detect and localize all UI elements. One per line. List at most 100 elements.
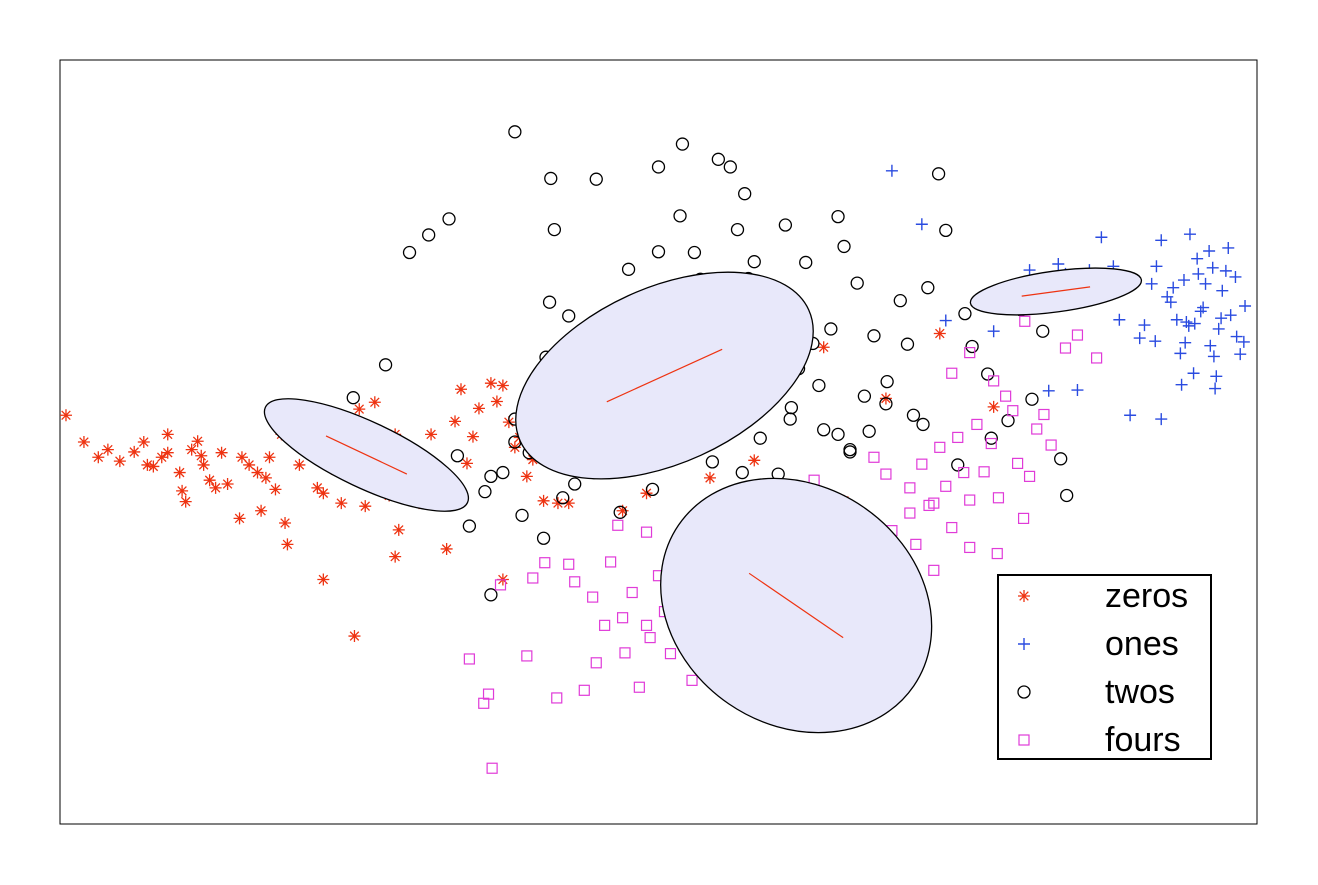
point-fours-76-shape (1007, 405, 1019, 417)
point-zeros-101 (562, 497, 575, 510)
point-zeros-92-shape (933, 327, 946, 340)
point-ones-55-shape (1177, 274, 1190, 287)
point-twos-70 (867, 329, 881, 343)
point-twos-99-shape (675, 137, 690, 151)
point-twos-30-shape (621, 262, 636, 276)
point-twos-9 (496, 465, 510, 480)
point-fours-2-shape (482, 688, 495, 700)
point-zeros-10 (173, 466, 186, 479)
point-zeros-85 (703, 471, 716, 484)
point-twos-11 (515, 508, 529, 522)
point-ones-36-shape (1239, 300, 1252, 313)
point-ones-38-shape (1191, 252, 1204, 265)
point-fours-7-shape (539, 557, 551, 569)
point-zeros-94-shape (77, 436, 90, 448)
point-zeros-14-shape (191, 435, 204, 448)
point-zeros-91-shape (879, 392, 892, 405)
point-ones-50 (1138, 319, 1151, 332)
point-twos-95-shape (735, 465, 749, 480)
point-twos-28 (613, 505, 627, 519)
point-ones-42 (1210, 370, 1223, 383)
point-zeros-69 (520, 470, 533, 483)
point-fours-95 (616, 612, 629, 624)
point-ones-36 (1239, 300, 1252, 313)
point-fours-61-shape (910, 538, 922, 550)
point-twos-87 (1054, 452, 1068, 466)
point-zeros-19 (215, 446, 228, 459)
point-twos-41 (687, 245, 702, 260)
point-twos-51-shape (747, 255, 761, 269)
point-ones-45 (1124, 409, 1137, 422)
point-zeros-15 (195, 449, 208, 462)
point-twos-7 (478, 485, 492, 499)
point-twos-35-shape (651, 245, 666, 259)
point-zeros-87-shape (748, 454, 761, 467)
point-twos-56 (778, 218, 793, 232)
point-zeros-59-shape (454, 383, 467, 396)
point-fours-85 (988, 375, 1000, 387)
point-fours-20 (640, 526, 653, 538)
point-twos-68-shape (857, 389, 872, 403)
point-ones-53 (1199, 277, 1212, 290)
point-twos-79 (958, 306, 972, 321)
point-fours-104 (928, 497, 940, 509)
point-twos-72 (893, 294, 907, 308)
point-fours-73 (985, 437, 997, 450)
point-ones-30 (1212, 322, 1225, 335)
point-twos-96 (831, 427, 845, 442)
point-ones-31 (1216, 284, 1229, 297)
point-zeros-87 (748, 454, 761, 467)
point-fours-0-shape (463, 653, 475, 665)
point-twos-91-shape (783, 412, 797, 426)
point-zeros-28 (269, 483, 282, 496)
point-twos-75-shape (916, 417, 930, 432)
point-twos-102 (544, 171, 558, 186)
point-zeros-65-shape (496, 379, 509, 392)
point-fours-79-shape (1023, 470, 1036, 482)
point-fours-60-shape (904, 507, 916, 519)
point-twos-85 (1025, 392, 1039, 406)
point-ones-48-shape (1230, 330, 1243, 343)
point-ones-35-shape (1234, 348, 1247, 361)
point-ones-46 (1071, 384, 1084, 397)
point-zeros-20 (221, 478, 234, 491)
point-twos-0-shape (346, 391, 360, 405)
point-zeros-25-shape (255, 504, 268, 517)
point-fours-4-shape (494, 579, 507, 591)
legend-marker-twos-shape (1017, 685, 1031, 699)
point-ones-58 (1206, 261, 1219, 274)
point-twos-86 (1036, 324, 1050, 338)
cluster-axis-line-1 (606, 348, 723, 403)
point-zeros-2-shape (113, 455, 126, 468)
point-ones-38 (1191, 252, 1204, 265)
point-fours-17 (619, 647, 631, 659)
point-fours-21 (644, 631, 656, 644)
point-ones-43-shape (1175, 378, 1188, 391)
point-twos-90 (951, 458, 965, 472)
point-twos-0 (346, 391, 360, 405)
point-zeros-21-shape (233, 512, 246, 525)
point-zeros-13-shape (185, 443, 198, 456)
point-fours-89 (1091, 352, 1103, 364)
point-twos-95 (735, 465, 749, 480)
point-fours-67 (946, 521, 958, 534)
point-ones-21 (1170, 313, 1183, 326)
point-twos-44 (705, 455, 720, 469)
point-twos-62 (817, 423, 831, 437)
point-fours-103 (904, 482, 916, 494)
point-twos-75 (916, 417, 930, 432)
point-zeros-18 (209, 481, 222, 494)
point-ones-54 (1222, 241, 1235, 254)
point-ones-15-shape (1133, 332, 1146, 345)
point-twos-65-shape (837, 239, 851, 254)
point-ones-33-shape (1224, 309, 1237, 322)
point-ones-11-shape (1095, 231, 1108, 244)
point-twos-8-shape (484, 469, 498, 484)
point-ones-7 (1052, 257, 1065, 270)
point-zeros-16 (197, 458, 210, 471)
point-fours-65 (934, 441, 946, 453)
point-twos-64 (831, 209, 845, 224)
point-twos-87-shape (1054, 452, 1068, 466)
legend-label-twos: twos (1105, 673, 1175, 711)
point-zeros-26 (259, 471, 272, 484)
